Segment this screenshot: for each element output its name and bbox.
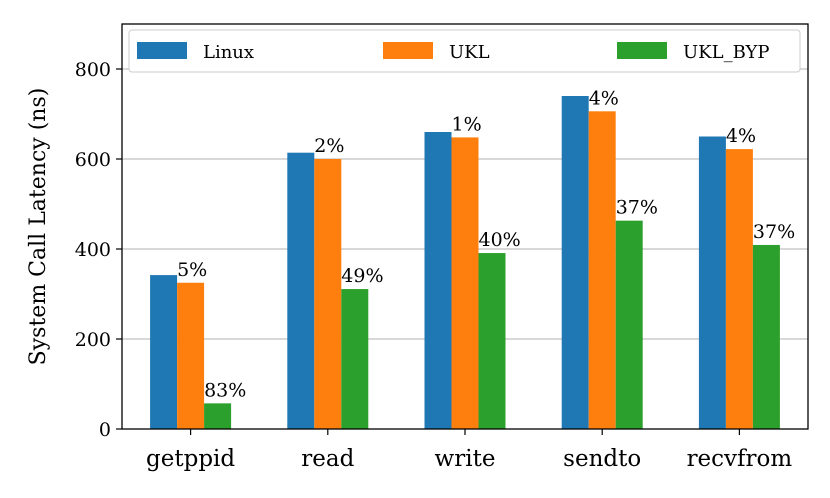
legend: Linux UKL UKL_BYP — [128, 29, 801, 73]
x-tick-label: getppid — [146, 446, 235, 472]
bars — [150, 96, 780, 430]
bar-value-label: 83% — [204, 379, 246, 401]
bar-value-label: 4% — [589, 87, 619, 109]
y-tick-label: 800 — [75, 59, 111, 81]
bar-value-label: 49% — [341, 265, 383, 287]
legend-box — [128, 29, 801, 73]
y-tick-label: 400 — [75, 239, 111, 261]
legend-swatch — [617, 42, 667, 59]
y-tick-label: 200 — [75, 329, 111, 351]
bar-ukl_byp — [341, 289, 369, 429]
x-tick-label: sendto — [563, 446, 641, 472]
bar-labels: 5% 83% 2% 49% 1% 40% 4% 37% 4% 37% — [177, 87, 795, 401]
y-tick-label: 0 — [99, 419, 111, 441]
bar-value-label: 4% — [726, 125, 756, 147]
bar-linux — [150, 275, 178, 429]
bar-ukl_byp — [752, 244, 780, 429]
bar-value-label: 1% — [452, 113, 482, 135]
legend-label: UKL_BYP — [683, 42, 769, 63]
bar-ukl_byp — [204, 403, 232, 429]
y-tick-label: 600 — [75, 149, 111, 171]
bar-linux — [561, 96, 589, 429]
bar-linux — [698, 136, 726, 429]
axes: 0 200 400 600 800 getppid read write sendto recvf… — [75, 59, 793, 472]
legend-swatch — [137, 42, 187, 59]
bar-value-label: 2% — [314, 135, 344, 157]
bar-ukl — [451, 137, 479, 429]
bar-ukl — [725, 149, 753, 429]
bar-ukl_byp — [478, 253, 506, 429]
legend-label: Linux — [203, 42, 254, 63]
bar-value-label: 37% — [753, 221, 795, 243]
bar-value-label: 5% — [177, 259, 207, 281]
bar-ukl — [314, 159, 342, 429]
bar-value-label: 37% — [616, 197, 658, 219]
bar-ukl — [588, 111, 616, 430]
bar-ukl — [177, 282, 205, 429]
legend-swatch — [383, 42, 433, 59]
bar-linux — [424, 132, 452, 429]
x-tick-label: read — [301, 446, 354, 472]
x-tick-label: recvfrom — [687, 446, 793, 472]
bar-ukl_byp — [615, 220, 643, 429]
bar-linux — [287, 152, 315, 429]
x-tick-label: write — [435, 446, 496, 472]
legend-label: UKL — [449, 42, 490, 63]
y-axis-label: System Call Latency (ns) — [26, 88, 51, 366]
bar-value-label: 40% — [479, 229, 521, 251]
